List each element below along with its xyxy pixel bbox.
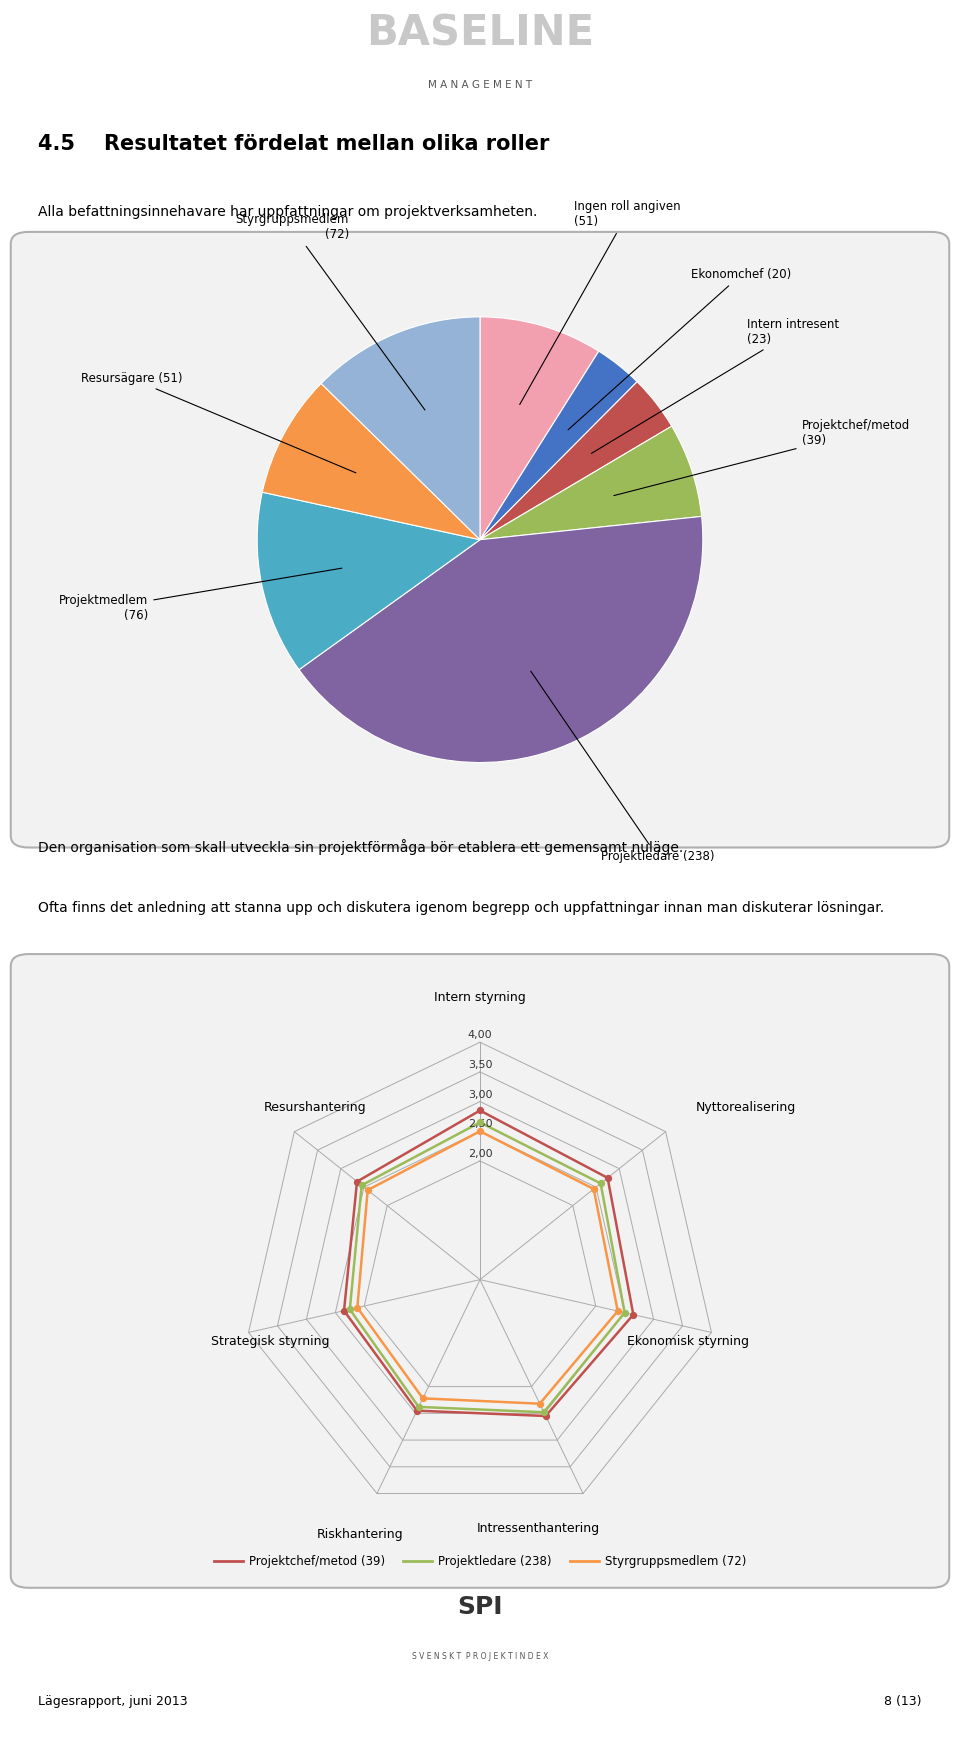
Text: Nyttorealisering: Nyttorealisering (696, 1100, 796, 1114)
Text: 3,00: 3,00 (468, 1090, 492, 1100)
Wedge shape (480, 352, 637, 540)
Point (537, 1398, 552, 1426)
Text: 4.5    Resultatet fördelat mellan olika roller: 4.5 Resultatet fördelat mellan olika rol… (38, 134, 550, 153)
Wedge shape (299, 517, 703, 763)
Point (472, 1097, 488, 1125)
Text: Ingen roll angiven
(51): Ingen roll angiven (51) (519, 200, 681, 404)
Text: Intern intresent
(23): Intern intresent (23) (591, 317, 839, 453)
Text: Projektchef/metod
(39): Projektchef/metod (39) (613, 420, 910, 496)
Point (472, 1118, 488, 1146)
Text: Ekonomisk styrning: Ekonomisk styrning (627, 1335, 749, 1348)
Point (349, 1168, 365, 1196)
Wedge shape (257, 493, 480, 670)
Point (360, 1177, 375, 1205)
Point (593, 1170, 609, 1198)
Point (415, 1384, 430, 1412)
Point (600, 1165, 615, 1193)
Wedge shape (322, 317, 480, 540)
Text: Resursägare (51): Resursägare (51) (81, 373, 356, 474)
Point (617, 1299, 633, 1327)
Text: Alla befattningsinnehavare har uppfattningar om projektverksamheten.: Alla befattningsinnehavare har uppfattni… (38, 205, 538, 219)
Text: M A N A G E M E N T: M A N A G E M E N T (428, 80, 532, 91)
Point (349, 1294, 365, 1321)
Text: 3,50: 3,50 (468, 1060, 492, 1071)
Text: 2,50: 2,50 (468, 1119, 492, 1130)
Text: Ekonomchef (20): Ekonomchef (20) (568, 268, 791, 430)
Legend: Projektchef/metod (39), Projektledare (238), Styrgruppsmedlem (72): Projektchef/metod (39), Projektledare (2… (209, 1551, 751, 1572)
Wedge shape (262, 383, 480, 540)
Text: S V E N S K T  P R O J E K T I N D E X: S V E N S K T P R O J E K T I N D E X (412, 1652, 548, 1661)
Text: Strategisk styrning: Strategisk styrning (211, 1335, 329, 1348)
Point (586, 1175, 601, 1203)
Text: Projektmedlem
(76): Projektmedlem (76) (59, 568, 342, 622)
Text: 2,00: 2,00 (468, 1149, 492, 1160)
Text: Den organisation som skall utveckla sin projektförmåga bör etablera ett gemensam: Den organisation som skall utveckla sin … (38, 839, 684, 855)
Text: Projektledare (238): Projektledare (238) (531, 670, 714, 864)
Point (472, 1109, 488, 1137)
Text: 8 (13): 8 (13) (884, 1696, 922, 1708)
Text: Ofta finns det anledning att stanna upp och diskutera igenom begrepp och uppfatt: Ofta finns det anledning att stanna upp … (38, 900, 884, 914)
Point (409, 1396, 424, 1424)
Text: 4,00: 4,00 (468, 1031, 492, 1041)
Point (626, 1301, 641, 1328)
Wedge shape (480, 427, 702, 540)
Text: Intern styrning: Intern styrning (434, 991, 526, 1003)
Text: Riskhantering: Riskhantering (317, 1529, 403, 1541)
Point (411, 1393, 426, 1421)
Point (610, 1297, 625, 1325)
Point (532, 1389, 547, 1417)
Point (538, 1402, 553, 1429)
Text: Styrgruppsmedlem
(72): Styrgruppsmedlem (72) (236, 214, 425, 411)
Text: BASELINE: BASELINE (366, 12, 594, 54)
Text: Intressenthantering: Intressenthantering (476, 1522, 600, 1536)
Wedge shape (480, 381, 672, 540)
Text: SPI: SPI (457, 1595, 503, 1619)
Point (342, 1295, 357, 1323)
Text: Resurshantering: Resurshantering (264, 1100, 367, 1114)
Wedge shape (480, 317, 599, 540)
FancyBboxPatch shape (11, 232, 949, 848)
Point (354, 1172, 370, 1200)
Text: Lägesrapport, juni 2013: Lägesrapport, juni 2013 (38, 1696, 188, 1708)
FancyBboxPatch shape (11, 954, 949, 1588)
Point (336, 1297, 351, 1325)
